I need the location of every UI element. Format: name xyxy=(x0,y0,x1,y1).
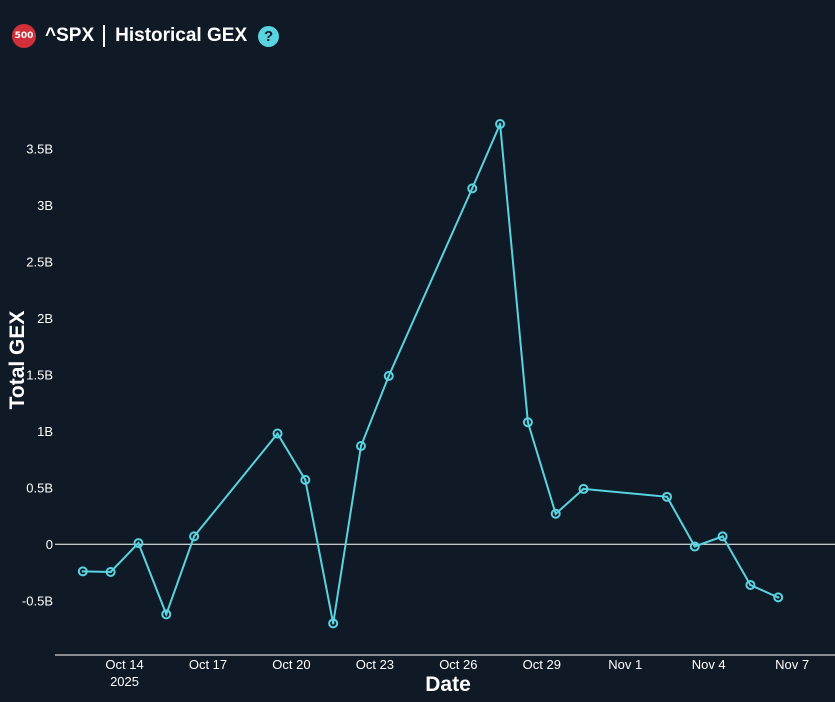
data-point xyxy=(717,531,728,542)
data-point-center xyxy=(693,545,696,548)
data-point xyxy=(773,592,784,603)
data-point-center xyxy=(498,122,502,126)
data-point-center xyxy=(137,541,140,545)
data-point-center xyxy=(81,570,85,573)
data-point xyxy=(745,579,756,590)
data-point xyxy=(550,508,561,519)
data-point-center xyxy=(387,374,390,378)
data-point-center xyxy=(582,487,585,491)
data-point xyxy=(272,428,283,439)
data-point-center xyxy=(777,596,780,599)
data-point xyxy=(467,183,478,194)
data-point xyxy=(133,538,144,549)
y-tick-label: 3B xyxy=(37,198,53,213)
x-tick-label: Oct 23 xyxy=(356,657,394,672)
chart-header: 500 ^SPX Historical GEX ? xyxy=(12,22,280,50)
x-tick-label: Oct 20 xyxy=(272,657,310,672)
y-tick-label: 2B xyxy=(37,311,53,326)
data-point xyxy=(77,566,88,577)
data-point xyxy=(300,474,311,485)
data-point-center xyxy=(192,535,196,538)
x-axis-ticks: Oct 14 2025 Oct 17 Oct 20 Oct 23 Oct 26 Oct 29… xyxy=(105,657,809,689)
y-tick-label: 0 xyxy=(46,537,53,552)
data-point xyxy=(578,483,589,494)
data-point xyxy=(522,417,533,428)
data-point-center xyxy=(304,478,307,482)
data-point-center xyxy=(359,444,363,448)
x-tick-label: Oct 14 xyxy=(105,657,143,672)
series-line xyxy=(82,123,779,624)
data-point-center xyxy=(276,432,279,435)
data-point-center xyxy=(165,613,168,616)
data-point-center xyxy=(526,421,530,424)
data-point xyxy=(328,618,339,629)
title-separator xyxy=(103,25,106,47)
data-point-center xyxy=(331,622,335,625)
data-point-center xyxy=(471,187,474,190)
data-point xyxy=(161,609,172,620)
data-points xyxy=(77,118,784,629)
x-tick-label: Oct 26 xyxy=(439,657,477,672)
question-circle-icon[interactable]: ? xyxy=(258,25,280,47)
chart-title: Historical GEX xyxy=(115,25,248,46)
x-tick-label: Oct 29 xyxy=(523,657,561,672)
x-tick-label: Nov 7 xyxy=(775,657,809,672)
x-tick-label: Oct 17 xyxy=(189,657,227,672)
data-point xyxy=(661,491,672,502)
x-tick-sublabel: 2025 xyxy=(110,674,139,689)
y-tick-label: 2.5B xyxy=(26,254,53,269)
x-tick-label: Nov 4 xyxy=(692,657,726,672)
spx-500-badge: 500 xyxy=(12,24,36,48)
y-tick-label: 0.5B xyxy=(26,480,53,495)
x-tick-label: Nov 1 xyxy=(608,657,642,672)
data-point xyxy=(355,440,366,451)
data-point xyxy=(189,531,200,542)
data-point xyxy=(105,566,116,577)
data-point xyxy=(689,541,700,552)
y-axis-title: Total GEX xyxy=(6,311,29,410)
data-point-center xyxy=(665,495,669,499)
y-tick-label: 1.5B xyxy=(26,367,53,382)
y-axis-ticks: -0.5B 0 0.5B 1B 1.5B 2B 2.5B 3B 3.5B xyxy=(22,141,53,608)
data-point-center xyxy=(749,583,752,587)
y-tick-label: 3.5B xyxy=(26,141,53,156)
ticker-symbol: ^SPX xyxy=(45,25,95,46)
x-axis-title: Date xyxy=(425,673,471,696)
data-point xyxy=(383,370,394,381)
data-point xyxy=(495,118,506,129)
y-tick-label: -0.5B xyxy=(22,593,53,608)
data-point-center xyxy=(109,570,112,574)
data-point-center xyxy=(554,512,557,515)
data-point-center xyxy=(721,535,724,538)
y-tick-label: 1B xyxy=(37,424,53,439)
